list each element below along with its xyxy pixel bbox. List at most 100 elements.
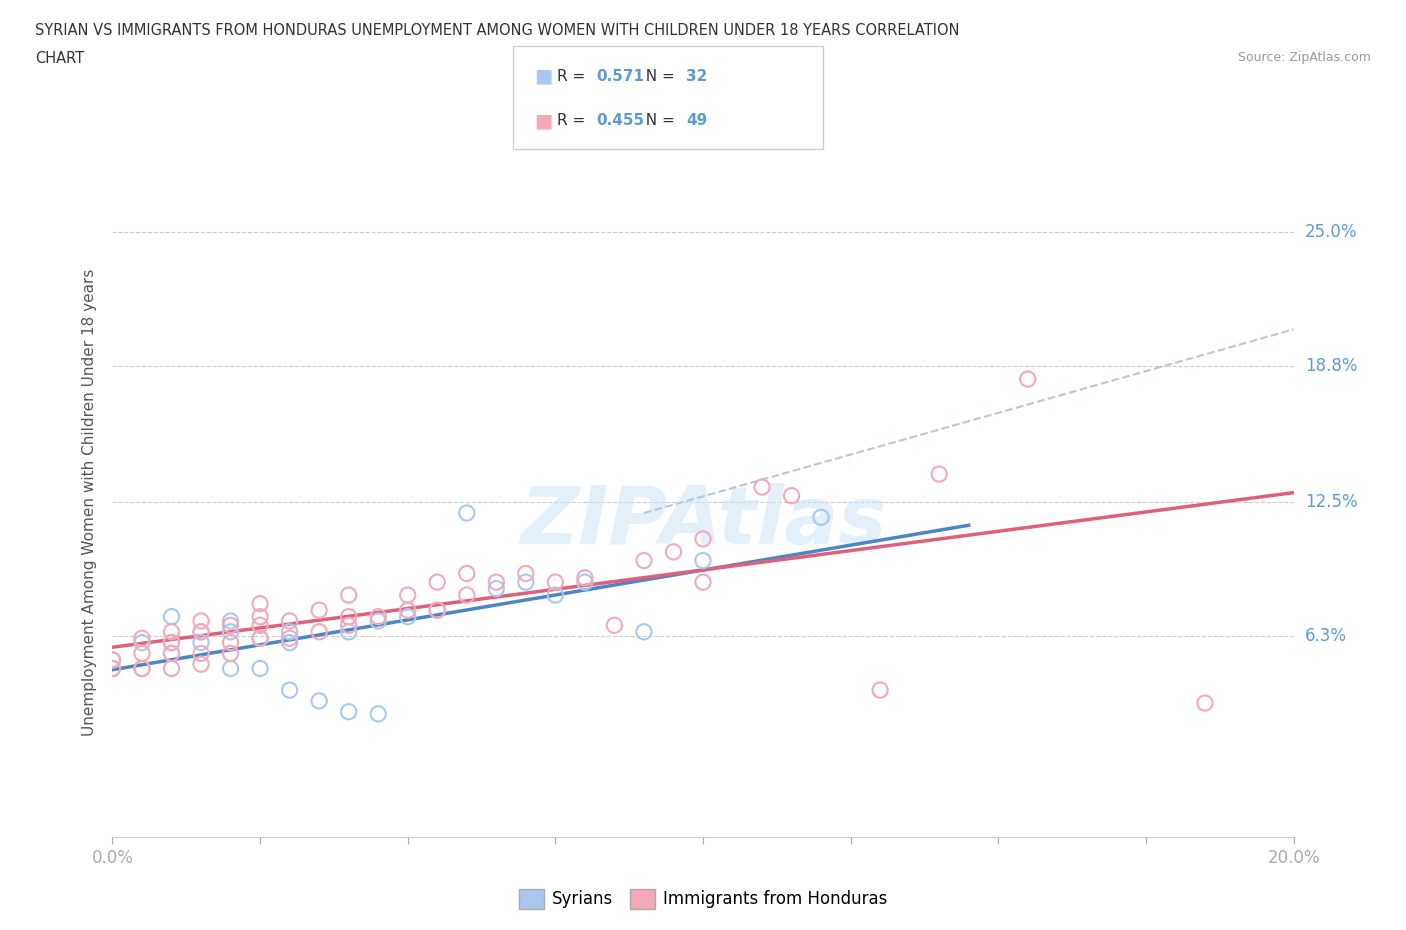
Point [131,661,153,676]
Point [515,566,537,581]
Text: 12.5%: 12.5% [1305,493,1357,512]
Point [780,488,803,503]
Point [367,614,389,629]
Text: 32: 32 [686,69,707,84]
Y-axis label: Unemployment Among Women with Children Under 18 years: Unemployment Among Women with Children U… [82,269,97,736]
Point [249,661,271,676]
Point [751,480,773,495]
Point [396,603,419,618]
Point [278,624,301,639]
Point [160,635,183,650]
Point [396,588,419,603]
Point [249,596,271,611]
Point [810,510,832,525]
Point [249,631,271,645]
Point [160,609,183,624]
Point [190,624,212,639]
Point [367,609,389,624]
Point [603,618,626,632]
Point [131,661,153,676]
Point [515,575,537,590]
Point [662,544,685,559]
Point [869,683,891,698]
Point [278,635,301,650]
Point [278,631,301,645]
Point [456,588,478,603]
Point [160,635,183,650]
Point [544,575,567,590]
Point [219,646,242,661]
Text: 18.8%: 18.8% [1305,357,1357,375]
Point [337,618,360,632]
Point [928,467,950,482]
Point [131,631,153,645]
Point [308,624,330,639]
Point [692,553,714,568]
Point [190,646,212,661]
Text: ZIPAtlas: ZIPAtlas [520,484,886,562]
Point [692,575,714,590]
Point [190,614,212,629]
Point [160,646,183,661]
Point [101,661,124,676]
Point [101,653,124,668]
Point [219,635,242,650]
Point [190,657,212,671]
Text: 6.3%: 6.3% [1305,627,1347,645]
Point [219,624,242,639]
Text: ■: ■ [534,67,553,86]
Text: CHART: CHART [35,51,84,66]
Text: SYRIAN VS IMMIGRANTS FROM HONDURAS UNEMPLOYMENT AMONG WOMEN WITH CHILDREN UNDER : SYRIAN VS IMMIGRANTS FROM HONDURAS UNEMP… [35,23,960,38]
Point [337,588,360,603]
Point [692,531,714,546]
Text: ■: ■ [534,112,553,130]
Point [485,581,508,596]
Point [396,609,419,624]
Text: 25.0%: 25.0% [1305,223,1357,241]
Point [574,570,596,585]
Point [1194,696,1216,711]
Text: N =: N = [636,69,679,84]
Point [337,704,360,719]
Point [249,631,271,645]
Text: N =: N = [636,113,679,128]
Point [574,575,596,590]
Point [131,635,153,650]
Point [190,624,212,639]
Point [337,624,360,639]
Point [308,603,330,618]
Point [1017,372,1039,387]
Text: Source: ZipAtlas.com: Source: ZipAtlas.com [1237,51,1371,64]
Point [278,683,301,698]
Point [249,618,271,632]
Text: 0.455: 0.455 [596,113,644,128]
Point [219,661,242,676]
Legend: Syrians, Immigrants from Honduras: Syrians, Immigrants from Honduras [512,882,894,916]
Point [219,618,242,632]
Point [426,603,449,618]
Point [101,653,124,668]
Point [633,624,655,639]
Point [426,603,449,618]
Point [426,575,449,590]
Point [160,661,183,676]
Text: R =: R = [557,69,591,84]
Point [485,575,508,590]
Text: 0.571: 0.571 [596,69,644,84]
Point [160,624,183,639]
Point [278,614,301,629]
Point [101,661,124,676]
Point [190,635,212,650]
Point [219,614,242,629]
Point [633,553,655,568]
Point [544,588,567,603]
Point [131,646,153,661]
Point [160,646,183,661]
Point [337,609,360,624]
Point [249,609,271,624]
Text: 49: 49 [686,113,707,128]
Point [456,566,478,581]
Point [308,694,330,709]
Point [367,707,389,722]
Text: R =: R = [557,113,591,128]
